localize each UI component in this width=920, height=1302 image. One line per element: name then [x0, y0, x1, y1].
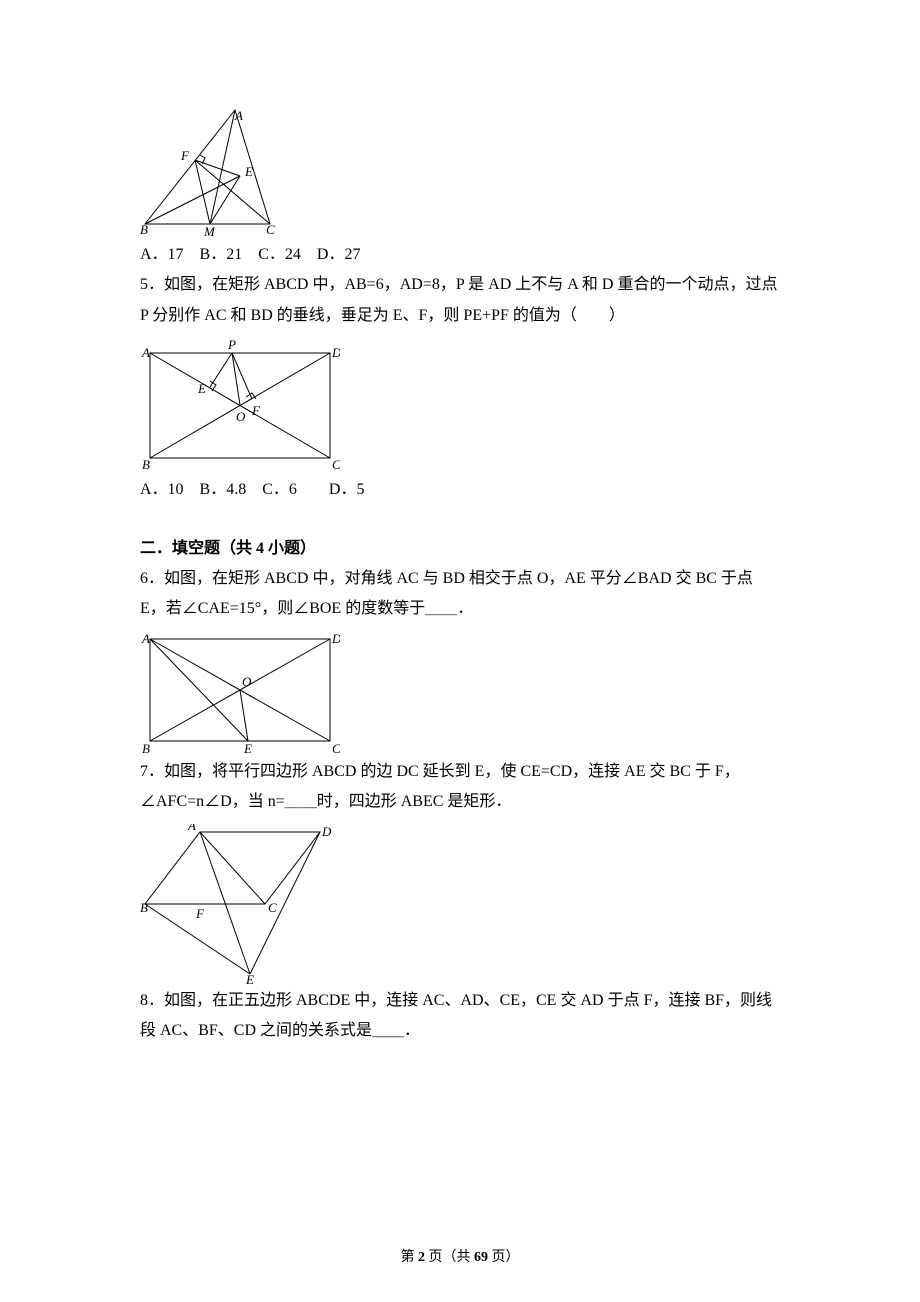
page-footer: 第 2 页（共 69 页）	[0, 1245, 920, 1272]
svg-text:B: B	[140, 222, 148, 237]
svg-text:M: M	[203, 224, 216, 238]
svg-text:A: A	[141, 631, 150, 646]
svg-text:F: F	[251, 403, 261, 418]
svg-text:A: A	[234, 108, 243, 123]
page: A B C M F E A．17 B．21 C．24 D．27 5．如图，在矩形…	[0, 0, 920, 1302]
svg-text:F: F	[180, 148, 190, 163]
q8-text: 8．如图，在正五边形 ABCDE 中，连接 AC、AD、CE，CE 交 AD 于…	[140, 986, 780, 1047]
svg-text:E: E	[243, 741, 252, 755]
svg-text:O: O	[236, 409, 246, 424]
svg-text:P: P	[227, 337, 236, 352]
footer-total: 69	[474, 1250, 488, 1265]
q5-text: 5．如图，在矩形 ABCD 中，AB=6，AD=8，P 是 AD 上不与 A 和…	[140, 270, 780, 331]
q4-diagram: A B C M F E	[140, 106, 780, 238]
svg-text:D: D	[331, 631, 340, 646]
svg-text:A: A	[187, 824, 196, 833]
q7-text: 7．如图，将平行四边形 ABCD 的边 DC 延长到 E，使 CE=CD，连接 …	[140, 757, 780, 818]
svg-text:A: A	[141, 345, 150, 360]
section-gap	[140, 506, 780, 534]
footer-prefix: 第	[401, 1250, 419, 1265]
q4-choices: A．17 B．21 C．24 D．27	[140, 240, 780, 270]
footer-suffix: 页）	[488, 1250, 520, 1265]
section2-title: 二．填空题（共 4 小题）	[140, 534, 780, 564]
svg-text:C: C	[266, 222, 275, 237]
q5-diagram: A P D B C E F O	[140, 337, 780, 473]
svg-text:D: D	[321, 824, 332, 839]
q6-diagram: A D B C O E	[140, 631, 780, 755]
svg-text:C: C	[332, 741, 340, 755]
q6-text: 6．如图，在矩形 ABCD 中，对角线 AC 与 BD 相交于点 O，AE 平分…	[140, 564, 780, 625]
footer-middle: 页（共	[425, 1250, 474, 1265]
svg-text:C: C	[332, 457, 340, 472]
q5-choices: A．10 B．4.8 C．6 D．5	[140, 475, 780, 505]
svg-text:B: B	[142, 457, 150, 472]
svg-text:E: E	[244, 164, 253, 179]
svg-text:B: B	[142, 741, 150, 755]
q7-diagram: A D B C E F	[140, 824, 780, 984]
svg-text:O: O	[242, 674, 252, 689]
svg-text:D: D	[331, 345, 340, 360]
svg-text:E: E	[245, 972, 254, 984]
svg-text:C: C	[268, 900, 277, 915]
svg-text:F: F	[195, 906, 205, 921]
footer-page: 2	[418, 1250, 425, 1265]
svg-text:E: E	[197, 381, 206, 396]
svg-text:B: B	[140, 900, 148, 915]
